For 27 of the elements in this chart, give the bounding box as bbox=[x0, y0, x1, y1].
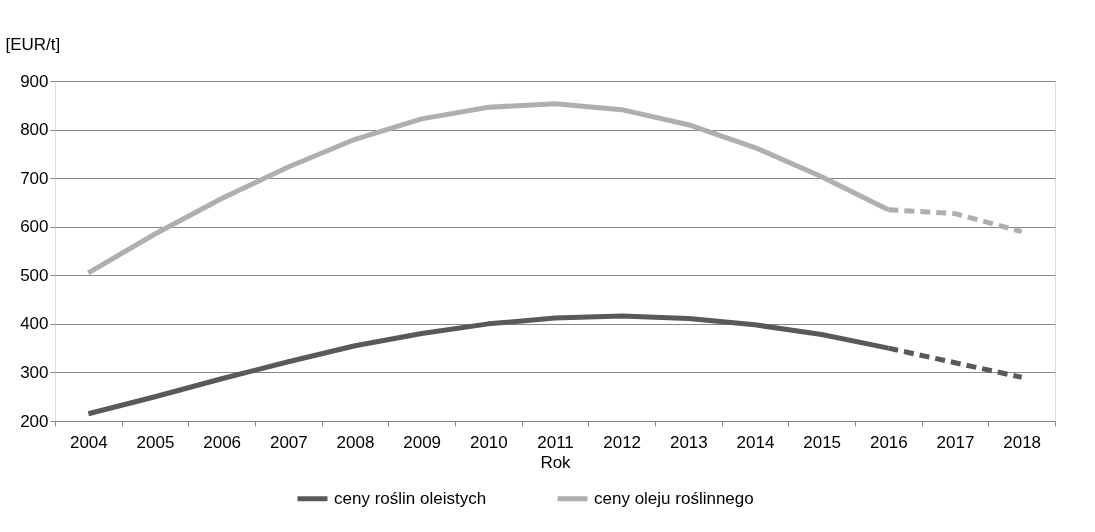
legend-label: ceny roślin oleistych bbox=[334, 488, 487, 508]
x-tick-label: 2005 bbox=[136, 432, 175, 452]
x-tick-label: 2012 bbox=[603, 432, 642, 452]
x-tick-label: 2010 bbox=[469, 432, 508, 452]
x-tick-label: 2011 bbox=[537, 432, 574, 452]
y-tick-label: 500 bbox=[20, 265, 49, 285]
y-axis-title: [EUR/t] bbox=[5, 34, 61, 54]
x-tick-label: 2013 bbox=[669, 432, 708, 452]
x-tick-label: 2015 bbox=[803, 432, 842, 452]
x-tick-label: 2008 bbox=[336, 432, 375, 452]
y-tick-label: 600 bbox=[20, 217, 49, 237]
x-tick-label: 2016 bbox=[869, 432, 908, 452]
x-tick-label: 2007 bbox=[269, 432, 308, 452]
x-tick-label: 2018 bbox=[1003, 432, 1042, 452]
legend-label: ceny oleju roślinnego bbox=[594, 488, 754, 508]
y-tick-label: 700 bbox=[20, 168, 49, 188]
x-tick-label: 2004 bbox=[69, 432, 108, 452]
y-tick-label: 400 bbox=[20, 314, 49, 334]
x-tick-label: 2017 bbox=[936, 432, 975, 452]
x-tick-label: 2014 bbox=[736, 432, 775, 452]
y-tick-label: 200 bbox=[20, 411, 49, 431]
y-tick-label: 300 bbox=[20, 362, 49, 382]
y-tick-label: 900 bbox=[20, 71, 49, 91]
x-axis-title: Rok bbox=[540, 452, 572, 472]
x-tick-label: 2006 bbox=[203, 432, 242, 452]
x-tick-label: 2009 bbox=[403, 432, 442, 452]
y-tick-label: 800 bbox=[20, 120, 49, 140]
